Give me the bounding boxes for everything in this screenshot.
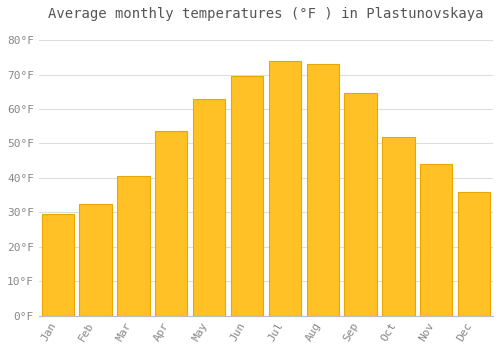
Bar — [42, 214, 74, 316]
Bar — [382, 136, 414, 316]
Bar — [118, 176, 150, 316]
Bar — [458, 192, 490, 316]
Bar — [344, 93, 376, 316]
Bar — [306, 64, 339, 316]
Bar — [80, 204, 112, 316]
Bar — [155, 131, 188, 316]
Bar — [193, 99, 225, 316]
Bar — [420, 164, 452, 316]
Bar — [231, 76, 263, 316]
Title: Average monthly temperatures (°F ) in Plastunovskaya: Average monthly temperatures (°F ) in Pl… — [48, 7, 484, 21]
Bar — [269, 61, 301, 316]
